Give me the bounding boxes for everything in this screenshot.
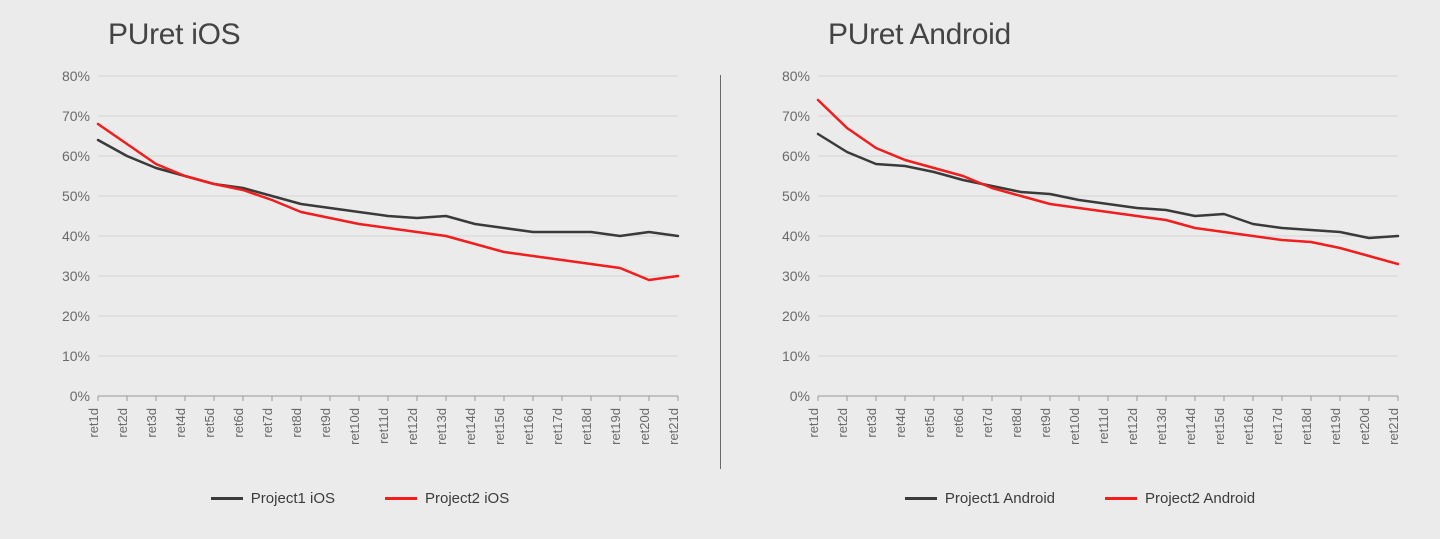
svg-text:50%: 50%	[62, 188, 90, 204]
svg-text:40%: 40%	[782, 228, 810, 244]
svg-text:ret8d: ret8d	[289, 408, 304, 438]
svg-text:70%: 70%	[62, 108, 90, 124]
legend-label: Project2 iOS	[425, 490, 509, 507]
svg-text:80%: 80%	[62, 68, 90, 84]
svg-text:ret13d: ret13d	[434, 408, 449, 445]
panel-divider	[720, 75, 721, 469]
svg-text:ret20d: ret20d	[1357, 408, 1372, 445]
panel-ios: PUret iOS 0% 10% 20% 30% 40% 50% 60% 70% 80% ret1…	[0, 0, 720, 539]
svg-text:ret5d: ret5d	[202, 408, 217, 438]
svg-text:ret16d: ret16d	[521, 408, 536, 445]
svg-text:ret19d: ret19d	[608, 408, 623, 445]
svg-text:ret6d: ret6d	[231, 408, 246, 438]
svg-text:60%: 60%	[782, 148, 810, 164]
svg-text:ret8d: ret8d	[1009, 408, 1024, 438]
svg-text:ret9d: ret9d	[318, 408, 333, 438]
legend-label: Project1 Android	[945, 490, 1055, 507]
svg-text:ret15d: ret15d	[492, 408, 507, 445]
svg-text:ret5d: ret5d	[922, 408, 937, 438]
svg-text:20%: 20%	[62, 308, 90, 324]
svg-text:30%: 30%	[62, 268, 90, 284]
svg-text:ret17d: ret17d	[550, 408, 565, 445]
chart-title-android: PUret Android	[828, 18, 1412, 52]
legend-ios: Project1 iOS Project2 iOS	[28, 490, 692, 507]
svg-text:ret1d: ret1d	[806, 408, 821, 438]
svg-text:40%: 40%	[62, 228, 90, 244]
svg-text:30%: 30%	[782, 268, 810, 284]
svg-text:10%: 10%	[62, 348, 90, 364]
legend-swatch	[385, 497, 417, 500]
legend-item-project1-ios: Project1 iOS	[211, 490, 335, 507]
legend-swatch	[1105, 497, 1137, 500]
legend-label: Project2 Android	[1145, 490, 1255, 507]
svg-text:ret4d: ret4d	[173, 408, 188, 438]
svg-text:ret18d: ret18d	[1299, 408, 1314, 445]
legend-label: Project1 iOS	[251, 490, 335, 507]
chart-title-ios: PUret iOS	[108, 18, 692, 52]
svg-text:0%: 0%	[790, 388, 810, 404]
svg-text:ret13d: ret13d	[1154, 408, 1169, 445]
svg-text:ret20d: ret20d	[637, 408, 652, 445]
svg-text:80%: 80%	[782, 68, 810, 84]
svg-text:0%: 0%	[70, 388, 90, 404]
svg-text:ret6d: ret6d	[951, 408, 966, 438]
svg-text:ret4d: ret4d	[893, 408, 908, 438]
svg-text:ret19d: ret19d	[1328, 408, 1343, 445]
svg-text:ret18d: ret18d	[579, 408, 594, 445]
svg-text:20%: 20%	[782, 308, 810, 324]
svg-text:ret21d: ret21d	[1386, 408, 1401, 445]
svg-text:ret16d: ret16d	[1241, 408, 1256, 445]
svg-text:60%: 60%	[62, 148, 90, 164]
legend-item-project2-android: Project2 Android	[1105, 490, 1255, 507]
panel-android: PUret Android 0% 10% 20% 30% 40% 50% 60% 70% 80%…	[720, 0, 1440, 539]
svg-text:70%: 70%	[782, 108, 810, 124]
svg-text:ret12d: ret12d	[1125, 408, 1140, 445]
svg-text:ret14d: ret14d	[463, 408, 478, 445]
svg-text:ret11d: ret11d	[376, 408, 391, 444]
svg-text:ret1d: ret1d	[86, 408, 101, 438]
svg-text:ret7d: ret7d	[260, 408, 275, 438]
chart-svg-android: 0% 10% 20% 30% 40% 50% 60% 70% 80% ret1d ret2d ret3…	[748, 66, 1408, 486]
legend-android: Project1 Android Project2 Android	[748, 490, 1412, 507]
chart-svg-ios: 0% 10% 20% 30% 40% 50% 60% 70% 80% ret1d ret2d ret3…	[28, 66, 688, 486]
legend-item-project2-ios: Project2 iOS	[385, 490, 509, 507]
svg-text:ret17d: ret17d	[1270, 408, 1285, 445]
svg-text:50%: 50%	[782, 188, 810, 204]
legend-swatch	[905, 497, 937, 500]
svg-text:ret7d: ret7d	[980, 408, 995, 438]
svg-text:ret2d: ret2d	[835, 408, 850, 438]
svg-text:10%: 10%	[782, 348, 810, 364]
svg-text:ret10d: ret10d	[1067, 408, 1082, 445]
chart-ios: 0% 10% 20% 30% 40% 50% 60% 70% 80% ret1d ret2d ret3…	[28, 66, 692, 486]
svg-text:ret21d: ret21d	[666, 408, 681, 445]
svg-text:ret10d: ret10d	[347, 408, 362, 445]
panels-container: PUret iOS 0% 10% 20% 30% 40% 50% 60% 70% 80% ret1…	[0, 0, 1440, 539]
svg-text:ret3d: ret3d	[864, 408, 879, 438]
svg-text:ret15d: ret15d	[1212, 408, 1227, 445]
svg-text:ret11d: ret11d	[1096, 408, 1111, 444]
svg-text:ret2d: ret2d	[115, 408, 130, 438]
svg-text:ret3d: ret3d	[144, 408, 159, 438]
legend-swatch	[211, 497, 243, 500]
svg-text:ret12d: ret12d	[405, 408, 420, 445]
svg-text:ret9d: ret9d	[1038, 408, 1053, 438]
chart-android: 0% 10% 20% 30% 40% 50% 60% 70% 80% ret1d ret2d ret3…	[748, 66, 1412, 486]
svg-text:ret14d: ret14d	[1183, 408, 1198, 445]
legend-item-project1-android: Project1 Android	[905, 490, 1055, 507]
